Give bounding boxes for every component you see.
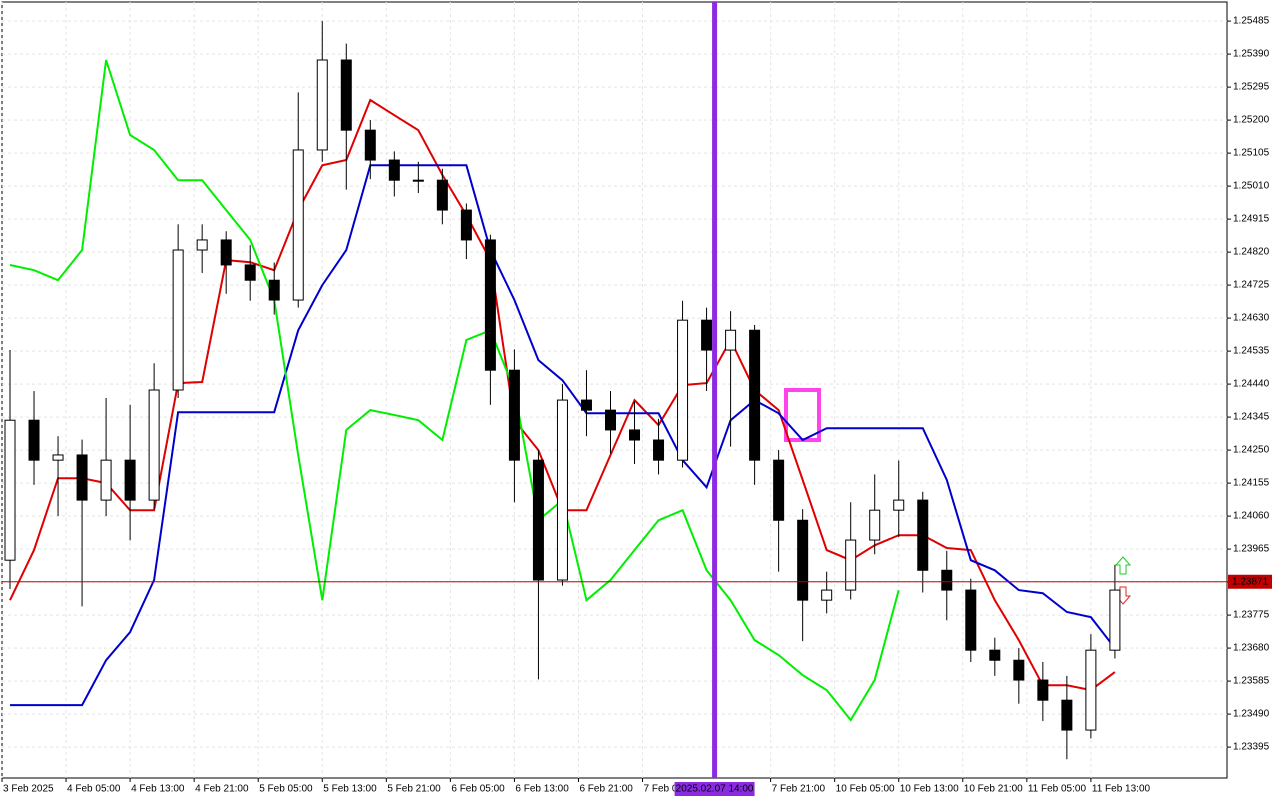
x-tick-label: 6 Feb 05:00 [451,784,505,795]
y-tick-label: 1.23775 [1233,610,1270,621]
indicator-line [9,59,900,722]
candle-body [412,179,424,182]
y-tick-label: 1.24060 [1233,511,1270,522]
y-tick-label: 1.24440 [1233,379,1270,390]
candle-body [268,279,280,301]
x-tick-label: 11 Feb 05:00 [1028,784,1087,795]
y-tick-label: 1.25390 [1233,49,1270,60]
y-tick-label: 1.23490 [1233,709,1270,720]
x-tick-label: 5 Feb 21:00 [387,784,441,795]
x-tick-label: 3 Feb 2025 [3,784,54,795]
candle-body [845,539,857,591]
candle-body [1109,589,1121,651]
candle-body [28,419,40,461]
candle-body [100,459,112,501]
y-tick-label: 1.25105 [1233,148,1270,159]
candle-body [869,509,881,541]
y-tick-label: 1.24250 [1233,445,1270,456]
y-tick-label: 1.23965 [1233,544,1270,555]
candle-body [1061,699,1073,731]
candle-body [316,59,328,151]
candle-body [701,319,713,351]
candle-body [388,159,400,181]
y-tick-label: 1.24915 [1233,214,1270,225]
y-tick-label: 1.25010 [1233,181,1270,192]
plot-frame [1,1,1228,779]
candle-body [797,519,809,601]
candle-body [124,459,136,501]
candle-body [148,389,160,501]
candle-body [244,264,256,281]
y-tick-label: 1.24725 [1233,280,1270,291]
candle-body [484,239,496,371]
indicator-line [10,164,1116,707]
candle-body [629,429,641,441]
candle-body [821,589,833,601]
x-tick-label: 5 Feb 13:00 [323,784,377,795]
candle-body [172,249,184,391]
candle-body [508,369,520,461]
candle-body [220,239,232,266]
candle-body [677,319,689,461]
candle-body [1085,649,1097,731]
buy-arrow [1114,556,1132,575]
x-tick-label: 7 Feb 21:00 [772,784,826,795]
y-tick-label: 1.23585 [1233,676,1270,687]
candle-body [292,149,304,301]
y-tick-label: 1.25485 [1233,16,1270,27]
y-tick-label: 1.24820 [1233,247,1270,258]
candle-body [773,459,785,521]
candle-body [989,649,1001,661]
x-tick-label: 5 Feb 05:00 [259,784,313,795]
x-tick-label: 10 Feb 05:00 [836,784,895,795]
candle-body [364,129,376,161]
x-tick-label: 4 Feb 13:00 [131,784,185,795]
candle-body [941,569,953,591]
x-tick-label: 10 Feb 13:00 [900,784,959,795]
y-tick-label: 1.23680 [1233,643,1270,654]
candle-body [196,239,208,251]
candle-body [76,454,88,501]
y-tick-label: 1.25295 [1233,82,1270,93]
x-tick-label: 4 Feb 21:00 [195,784,249,795]
candle-body [532,459,544,581]
y-tick-label: 1.24535 [1233,346,1270,357]
candle-body [556,399,568,581]
candle-body [436,179,448,211]
x-tick-label: 6 Feb 13:00 [515,784,569,795]
candle-body [653,439,665,461]
candle-body [580,399,592,411]
candle-body [52,454,64,461]
y-tick-label: 1.25200 [1233,115,1270,126]
y-tick-label: 1.24630 [1233,313,1270,324]
marker-label-box [674,782,755,796]
candle-body [604,409,616,431]
candle-body [340,59,352,131]
candle-body [4,419,16,561]
x-tick-label: 10 Feb 21:00 [964,784,1023,795]
current-price-box [1228,574,1272,589]
y-tick-label: 1.24155 [1233,478,1270,489]
candle-body [965,589,977,651]
x-tick-label: 6 Feb 21:00 [579,784,633,795]
current-price-label: 1.23871 [1232,576,1269,587]
x-tick-label: 11 Feb 13:00 [1092,784,1151,795]
candle-body [1013,659,1025,681]
x-tick-label: 4 Feb 05:00 [67,784,121,795]
y-tick-label: 1.23395 [1233,742,1270,753]
marker-label: 2025.02.07 14:00 [676,784,754,795]
candle-body [460,209,472,241]
candle-body [1037,679,1049,701]
x-tick-label: 7 Feb 05:00 [644,784,698,795]
candle-body [749,329,761,461]
y-tick-label: 1.24345 [1233,412,1270,423]
candle-body [917,499,929,571]
candle-body [725,329,737,351]
candle-body [893,499,905,511]
